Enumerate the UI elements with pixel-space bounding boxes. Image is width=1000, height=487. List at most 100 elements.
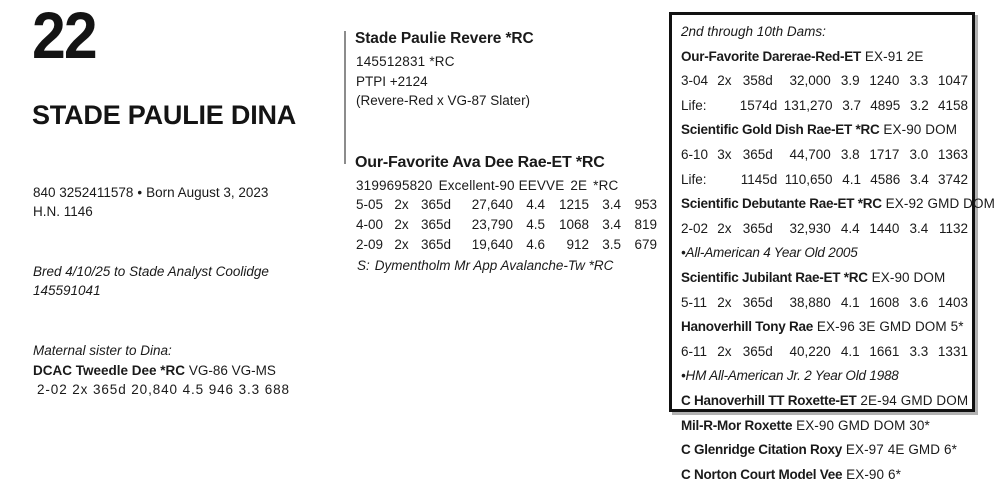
record-milkings bbox=[717, 94, 737, 119]
record-pro-pct: 3.4 bbox=[909, 220, 929, 236]
dam-rc-marker: *RC bbox=[593, 177, 619, 193]
dam-entry-award: •All-American 4 Year Old 2005 bbox=[681, 245, 858, 261]
dam-entry-name: Hanoverhill Tony Rae EX-96 3E GMD DOM 5* bbox=[681, 315, 968, 340]
lactation-milkings: 2x bbox=[394, 237, 409, 253]
record-milk: 110,650 bbox=[784, 171, 833, 187]
lactation-milk: 27,640 bbox=[471, 197, 513, 213]
record-age: 6-10 bbox=[681, 146, 709, 162]
record-milkings: 3x bbox=[717, 146, 732, 162]
record-days: 365d bbox=[742, 146, 773, 162]
dam-entry-name: Our-Favorite Darerae-Red-ET EX-91 2E bbox=[681, 45, 968, 70]
record-fat-pct: 4.1 bbox=[842, 171, 862, 187]
dam-entry-name-text: Scientific Gold Dish Rae-ET *RC bbox=[681, 122, 880, 138]
lactation-milkings: 2x bbox=[394, 197, 409, 213]
record-pro-pct: 3.3 bbox=[909, 73, 929, 89]
bullet-separator-icon: • bbox=[137, 185, 143, 200]
dam-entry-name: Scientific Gold Dish Rae-ET *RC EX-90 DO… bbox=[681, 118, 968, 143]
dam-entry-name-text: Hanoverhill Tony Rae bbox=[681, 319, 814, 335]
dam-entry-classification: EX-97 4E GMD 6* bbox=[842, 442, 957, 458]
dams-panel: 2nd through 10th Dams: Our-Favorite Dare… bbox=[669, 12, 995, 482]
herd-number: H.N. 1146 bbox=[33, 204, 93, 219]
lactation-fat: 1215 bbox=[558, 197, 589, 213]
bred-info: Bred 4/10/25 to Stade Analyst Coolidge 1… bbox=[33, 262, 323, 300]
lactation-age: 2-09 bbox=[356, 237, 384, 253]
record-fat: 1717 bbox=[869, 146, 900, 162]
record-days: 365d bbox=[742, 343, 773, 359]
lactation-milkings: 2x bbox=[394, 217, 409, 233]
lactation-pro-pct: 3.5 bbox=[602, 237, 621, 253]
lactation-milk: 19,640 bbox=[471, 237, 513, 253]
dam-classification-extra: 2E bbox=[570, 177, 588, 193]
bred-sire-registration: 145591041 bbox=[33, 283, 101, 299]
maternal-sister-name: DCAC Tweedle Dee *RC VG-86 VG-MS bbox=[33, 361, 333, 381]
dam-sire-line: S: Dymentholm Mr App Avalanche-Tw *RC bbox=[355, 255, 657, 276]
record-milkings: 2x bbox=[717, 294, 732, 310]
record-pro-pct: 3.0 bbox=[909, 146, 929, 162]
dam-entry-classification: EX-90 DOM bbox=[867, 269, 946, 285]
maternal-sister-record: 2-02 2x 365d 20,840 4.5 946 3.3 688 bbox=[37, 382, 290, 398]
dam-entry-name-text: Mil-R-Mor Roxette bbox=[681, 417, 793, 433]
maternal-sister-heading: Maternal sister to Dina: bbox=[33, 343, 172, 358]
record-days: 365d bbox=[742, 220, 773, 236]
record-protein: 1132 bbox=[938, 220, 968, 236]
record-milk: 44,700 bbox=[789, 146, 831, 162]
maternal-sister-rc-marker: *RC bbox=[160, 362, 186, 378]
dam-entry-record: 6-11 2x 365d 40,220 4.1 1661 3.3 1331 bbox=[681, 340, 968, 365]
record-fat-pct: 4.1 bbox=[840, 294, 860, 310]
lactation-fat: 1068 bbox=[558, 217, 589, 233]
record-days: 1145d bbox=[740, 171, 778, 187]
sire-registration: 145512831 *RC bbox=[356, 53, 455, 69]
lot-summary-column: 22 STADE PAULIE DINA 840 3252411578 • Born… bbox=[32, 0, 332, 421]
lactation-protein: 953 bbox=[634, 197, 657, 213]
dam-lactation-row: 4-00 2x 365d 23,790 4.5 1068 3.4 819 bbox=[355, 215, 657, 235]
record-fat: 4586 bbox=[870, 171, 901, 187]
record-protein: 1331 bbox=[937, 343, 968, 359]
record-milk: 40,220 bbox=[789, 343, 831, 359]
dam-entry-name: C Hanoverhill TT Roxette-ET 2E-94 GMD DO… bbox=[681, 389, 968, 414]
dam-entry-name: C Norton Court Model Vee EX-90 6* bbox=[681, 463, 968, 487]
lactation-pro-pct: 3.4 bbox=[602, 197, 621, 213]
dam-entry-name-text: Scientific Jubilant Rae-ET *RC bbox=[681, 269, 868, 285]
record-age: 5-11 bbox=[681, 294, 708, 310]
dam-entry-classification: EX-90 GMD DOM 30* bbox=[792, 417, 930, 433]
record-milk: 32,930 bbox=[789, 220, 831, 236]
record-protein: 1403 bbox=[937, 294, 968, 310]
dam-entry-classification: EX-92 GMD DOM bbox=[881, 196, 995, 212]
record-pro-pct: 3.2 bbox=[910, 97, 929, 113]
record-pro-pct: 3.4 bbox=[910, 171, 929, 187]
bred-to-line: Bred 4/10/25 to Stade Analyst Coolidge bbox=[33, 264, 269, 279]
lactation-protein: 679 bbox=[634, 237, 657, 253]
registration-line: 840 3252411578 • Born August 3, 2023 bbox=[33, 183, 268, 203]
dam-entry-name-text: C Hanoverhill TT Roxette-ET bbox=[681, 392, 857, 408]
record-milkings bbox=[717, 168, 737, 193]
maternal-sister-classification: VG-86 VG-MS bbox=[188, 362, 276, 378]
dam-entry-record: 3-04 2x 358d 32,000 3.9 1240 3.3 1047 bbox=[681, 69, 968, 94]
record-milk: 32,000 bbox=[789, 73, 831, 89]
lactation-fat-pct: 4.5 bbox=[526, 217, 545, 233]
record-fat-pct: 4.4 bbox=[840, 220, 860, 236]
dam-lactation-row: 2-09 2x 365d 19,640 4.6 912 3.5 679 bbox=[355, 235, 657, 255]
record-milk: 38,880 bbox=[789, 294, 831, 310]
lactation-milk: 23,790 bbox=[471, 217, 513, 233]
dam-entry-name: Scientific Jubilant Rae-ET *RC EX-90 DOM bbox=[681, 266, 968, 291]
record-age: 3-04 bbox=[681, 73, 709, 89]
lactation-age: 5-05 bbox=[356, 197, 384, 213]
sire-ptpi: PTPI +2124 bbox=[356, 73, 428, 89]
sire-bracket-rule bbox=[344, 31, 346, 164]
dams-heading: 2nd through 10th Dams: bbox=[681, 24, 826, 39]
registration-number: 840 3252411578 bbox=[33, 185, 134, 200]
lactation-days: 365d bbox=[420, 237, 452, 253]
dam-sire-label: S: bbox=[357, 257, 370, 273]
sire-block: Stade Paulie Revere *RC 145512831 *RC PT… bbox=[355, 28, 655, 111]
lactation-fat-pct: 4.6 bbox=[526, 237, 545, 253]
record-fat: 1661 bbox=[869, 343, 900, 359]
lactation-age: 4-00 bbox=[356, 217, 384, 233]
record-days: 365d bbox=[742, 294, 773, 310]
lactation-pro-pct: 3.4 bbox=[602, 217, 621, 233]
record-milkings: 2x bbox=[717, 220, 732, 236]
maternal-sister-name-text: DCAC Tweedle Dee bbox=[33, 362, 157, 378]
dam-entry-lifetime-record: Life: 1145d 110,650 4.1 4586 3.4 3742 bbox=[681, 168, 968, 193]
lactation-fat-pct: 4.4 bbox=[526, 197, 545, 213]
record-pro-pct: 3.3 bbox=[909, 343, 929, 359]
dam-entry-record: 2-02 2x 365d 32,930 4.4 1440 3.4 1132 bbox=[681, 217, 968, 242]
